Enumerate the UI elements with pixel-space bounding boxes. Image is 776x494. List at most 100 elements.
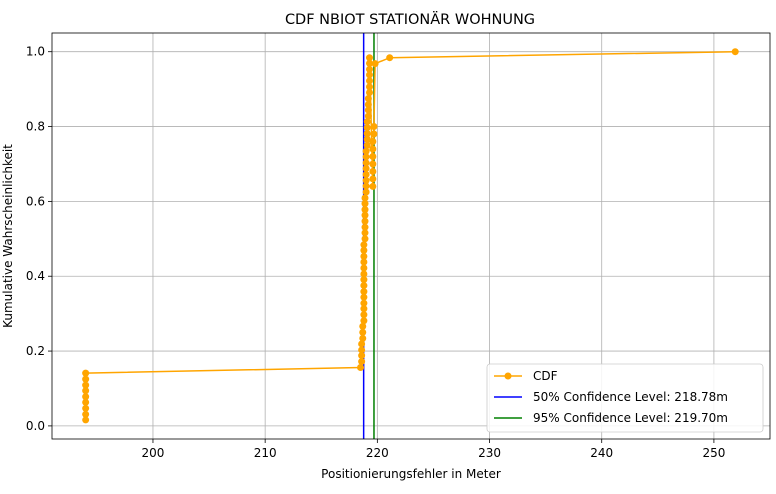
cdf-point [362, 170, 370, 178]
cdf-point [82, 398, 90, 406]
y-tick-label: 0.0 [26, 419, 45, 433]
cdf-point [360, 282, 368, 290]
cdf-point [360, 270, 368, 278]
cdf-point [360, 276, 368, 284]
x-tick-label: 240 [590, 446, 613, 460]
cdf-point [361, 194, 369, 202]
legend-label: CDF [533, 369, 558, 383]
cdf-point [360, 264, 368, 272]
x-tick-label: 220 [366, 446, 389, 460]
cdf-point [358, 346, 366, 354]
cdf-point [363, 130, 371, 138]
cdf-point [82, 393, 90, 401]
cdf-point [365, 59, 373, 67]
cdf-point [361, 217, 369, 225]
cdf-point [360, 317, 368, 325]
cdf-point [386, 54, 394, 62]
cdf-point [82, 369, 90, 377]
cdf-point [362, 176, 370, 184]
cdf-point [360, 311, 368, 319]
cdf-point [362, 188, 370, 196]
y-tick-label: 1.0 [26, 45, 45, 59]
cdf-point [365, 83, 373, 91]
cdf-point [369, 175, 377, 183]
cdf-point [357, 364, 365, 372]
y-tick-label: 0.4 [26, 269, 45, 283]
cdf-point [82, 404, 90, 412]
cdf-point [364, 112, 372, 120]
cdf-point [361, 223, 369, 231]
cdf-series [82, 48, 739, 424]
x-axis-label: Positionierungsfehler in Meter [321, 467, 501, 481]
legend-box [486, 363, 764, 433]
cdf-point [362, 182, 370, 190]
cdf-point [82, 410, 90, 418]
cdf-point [370, 130, 378, 138]
cdf-point [369, 167, 377, 175]
cdf-point [360, 258, 368, 266]
cdf-point [364, 94, 372, 102]
cdf-point [82, 375, 90, 383]
cdf-point [360, 288, 368, 296]
cdf-point [361, 200, 369, 208]
cdf-point [365, 54, 373, 62]
cdf-point [82, 381, 90, 389]
cdf-point [369, 182, 377, 190]
cdf-point [359, 328, 367, 336]
x-tick-label: 230 [478, 446, 501, 460]
cdf-point [365, 71, 373, 79]
grid-lines [52, 33, 770, 439]
cdf-point [360, 305, 368, 313]
cdf-point [369, 160, 377, 168]
cdf-point [369, 152, 377, 160]
cdf-point [362, 147, 370, 155]
cdf-point [363, 118, 371, 126]
cdf-point [360, 299, 368, 307]
cdf-point [82, 387, 90, 395]
cdf-point [364, 106, 372, 114]
cdf-point [371, 60, 379, 68]
legend: CDF 50% Confidence Level: 218.78m 95% Conf… [486, 363, 764, 433]
legend-marker [504, 372, 512, 380]
cdf-point [361, 206, 369, 214]
cdf-point [360, 241, 368, 249]
y-axis-label: Kumulative Wahrscheinlichkeit [1, 144, 15, 328]
legend-label: 95% Confidence Level: 219.70m [533, 411, 728, 425]
cdf-point [359, 334, 367, 342]
cdf-point [82, 416, 90, 424]
cdf-point [731, 48, 739, 56]
cdf-point [359, 322, 367, 330]
cdf-point [358, 352, 366, 360]
y-tick-label: 0.2 [26, 344, 45, 358]
cdf-point [369, 145, 377, 153]
axis-ticks: 200 210 220 230 240 250 0.0 0.2 0.4 0.6 0.8 1.0 [26, 45, 725, 460]
x-tick-label: 210 [254, 446, 277, 460]
cdf-point [365, 77, 373, 85]
cdf-point [361, 229, 369, 237]
cdf-point [364, 100, 372, 108]
cdf-point [362, 164, 370, 172]
cdf-point [365, 65, 373, 73]
y-tick-label: 0.6 [26, 194, 45, 208]
cdf-point [358, 340, 366, 348]
cdf-point [360, 252, 368, 260]
cdf-point [358, 358, 366, 366]
plot-frame [51, 32, 771, 440]
x-tick-label: 250 [702, 446, 725, 460]
cdf-point [365, 88, 373, 96]
cdf-point [369, 138, 377, 146]
cdf-point [363, 135, 371, 143]
cdf-point [360, 246, 368, 254]
cdf-point [363, 124, 371, 132]
cdf-point [362, 153, 370, 161]
cdf-point [360, 293, 368, 301]
cdf-point [370, 123, 378, 131]
cdf-point [361, 211, 369, 219]
x-tick-label: 200 [142, 446, 165, 460]
y-tick-label: 0.8 [26, 120, 45, 134]
cdf-point [361, 235, 369, 243]
cdf-point [363, 141, 371, 149]
cdf-point [362, 159, 370, 167]
legend-label: 50% Confidence Level: 218.78m [533, 390, 728, 404]
